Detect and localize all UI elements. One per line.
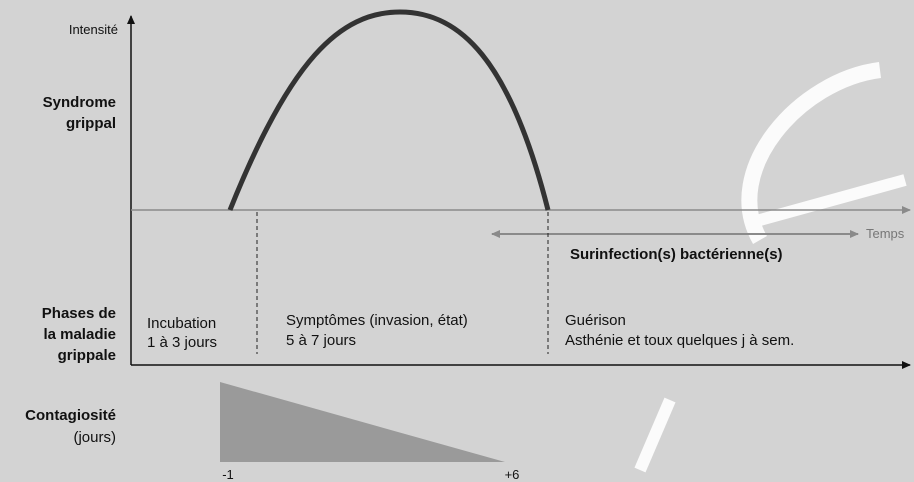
row-label: Phases de xyxy=(42,305,116,322)
phase-duration: Asthénie et toux quelques j à sem. xyxy=(565,332,794,349)
x-axis-label: Temps xyxy=(866,226,905,241)
row-label: la maladie xyxy=(43,326,116,343)
phase-duration: 1 à 3 jours xyxy=(147,334,217,351)
range-start: -1 xyxy=(222,467,234,482)
watermark xyxy=(634,397,676,473)
phase-name: Incubation xyxy=(147,315,216,332)
row-unit: (jours) xyxy=(73,429,116,446)
phase-duration: 5 à 7 jours xyxy=(286,332,356,349)
intensity-curve xyxy=(227,9,551,211)
row-label: grippale xyxy=(58,347,116,364)
contagion-triangle xyxy=(220,382,505,462)
phase-name: Guérison xyxy=(565,312,626,329)
row-label: Contagiosité xyxy=(25,407,116,424)
y-axis-label: Intensité xyxy=(69,22,118,37)
watermark xyxy=(758,174,907,226)
range-end: +6 xyxy=(505,467,520,482)
row-label: Syndrome xyxy=(43,94,116,111)
surinfection-label: Surinfection(s) bactérienne(s) xyxy=(570,246,783,263)
row-label: grippal xyxy=(66,115,116,132)
phase-name: Symptômes (invasion, état) xyxy=(286,312,468,329)
watermark xyxy=(741,62,882,244)
